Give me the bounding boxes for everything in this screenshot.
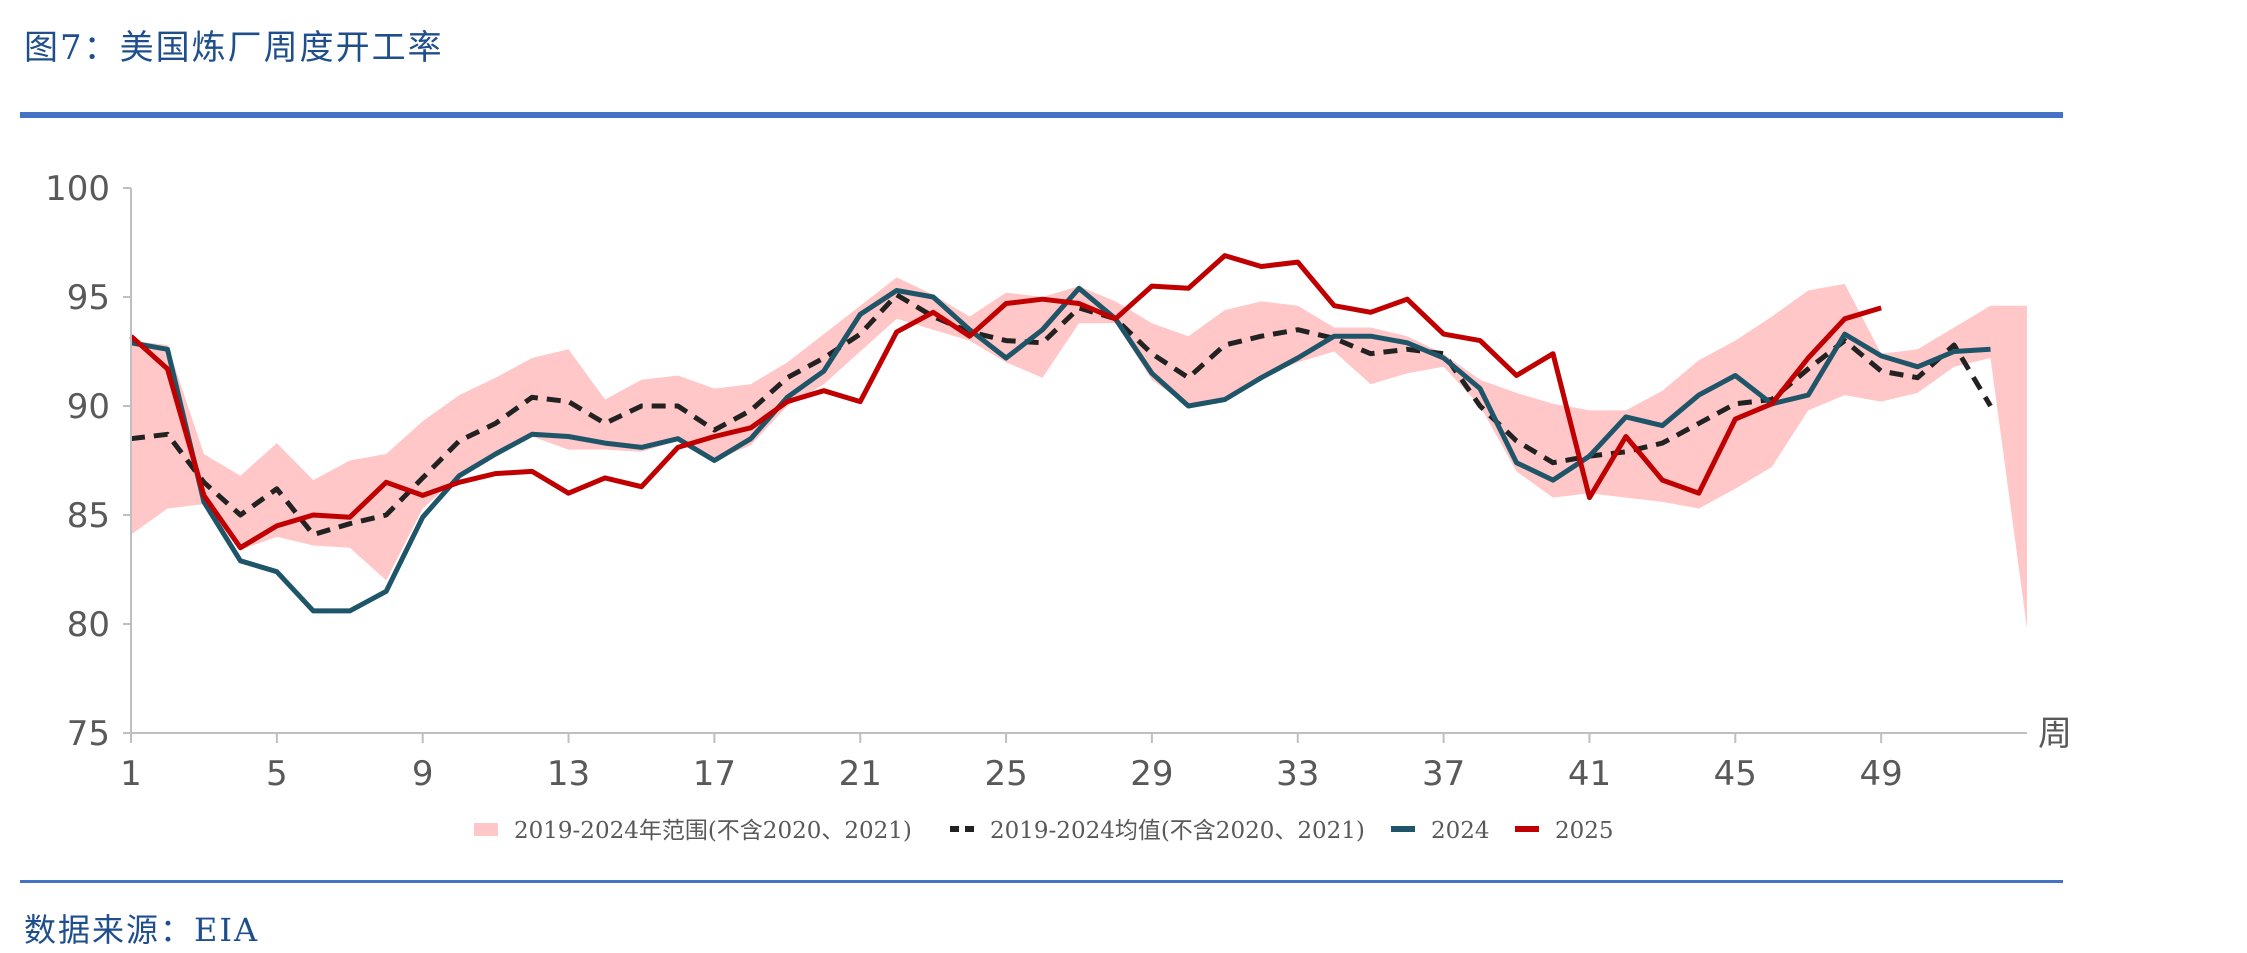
x-axis-label: 周 bbox=[2038, 714, 2072, 754]
x-tick-label: 21 bbox=[839, 754, 882, 794]
x-tick-label: 5 bbox=[266, 754, 288, 794]
x-tick-label: 1 bbox=[120, 754, 142, 794]
range-band-layer bbox=[131, 277, 2027, 629]
legend-swatch-average bbox=[950, 826, 959, 832]
legend-label: 2025 bbox=[1555, 818, 1614, 844]
top-divider bbox=[20, 112, 2063, 118]
x-tick-label: 37 bbox=[1422, 754, 1465, 794]
range-band-area bbox=[131, 277, 2027, 629]
chart-title: 图7：美国炼厂周度开工率 bbox=[24, 28, 444, 68]
y-tick-label: 90 bbox=[67, 387, 110, 427]
y-tick-label: 95 bbox=[67, 278, 110, 318]
legend-swatch-2024 bbox=[1391, 826, 1415, 832]
source-note: 数据来源：EIA bbox=[24, 911, 260, 949]
x-tick-label: 49 bbox=[1860, 754, 1903, 794]
y-tick-label: 80 bbox=[67, 605, 110, 645]
bottom-divider bbox=[20, 880, 2063, 883]
x-tick-label: 45 bbox=[1714, 754, 1757, 794]
legend-label: 2019-2024均值(不含2020、2021) bbox=[990, 818, 1365, 844]
legend-label: 2019-2024年范围(不含2020、2021) bbox=[514, 818, 912, 844]
x-tick-label: 17 bbox=[693, 754, 736, 794]
legend-label: 2024 bbox=[1431, 818, 1490, 844]
series-layer bbox=[129, 253, 1993, 614]
y-tick-label: 75 bbox=[67, 714, 110, 754]
x-tick-label: 29 bbox=[1130, 754, 1173, 794]
legend-swatch-2025 bbox=[1515, 826, 1539, 832]
refinery-utilization-chart: 75 80 85 90 95 100 1 5 9 13 17 21 25 29 33 37 41 45 49 周 20… bbox=[45, 169, 2072, 844]
legend: 2019-2024年范围(不含2020、2021) 2019-2024均值(不含2… bbox=[474, 818, 1614, 844]
x-tick-label: 33 bbox=[1276, 754, 1319, 794]
legend-swatch-average bbox=[965, 826, 974, 832]
y-tick-label: 85 bbox=[67, 496, 110, 536]
axis-layer: 75 80 85 90 95 100 1 5 9 13 17 21 25 29 33 37 41 45 49 周 bbox=[45, 169, 2072, 794]
x-tick-label: 25 bbox=[984, 754, 1027, 794]
series-line-average bbox=[130, 292, 1993, 538]
x-tick-label: 41 bbox=[1568, 754, 1611, 794]
series-line-2025 bbox=[129, 253, 1882, 551]
series-line-2024 bbox=[130, 285, 1991, 614]
y-tick-label: 100 bbox=[45, 169, 110, 209]
x-tick-label: 13 bbox=[547, 754, 590, 794]
legend-swatch-range bbox=[474, 823, 498, 836]
x-tick-label: 9 bbox=[412, 754, 434, 794]
